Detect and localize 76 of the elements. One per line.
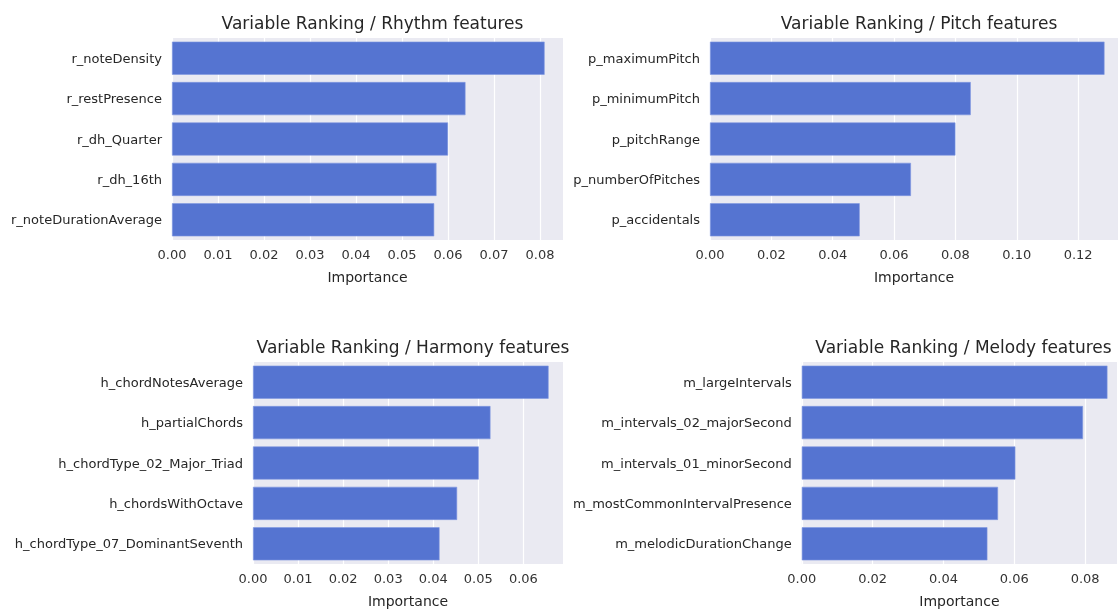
- y-tick-label: h_chordNotesAverage: [100, 374, 243, 390]
- y-tick-label: m_intervals_02_majorSecond: [601, 415, 792, 431]
- bar: [253, 365, 549, 399]
- x-tick-label: 0.00: [238, 571, 268, 586]
- x-tick-label: 0.05: [463, 571, 493, 586]
- x-tick-label: 0.03: [295, 247, 325, 262]
- bar: [801, 486, 999, 520]
- bar: [253, 446, 479, 480]
- bar: [253, 486, 458, 520]
- y-tick-label: m_largeIntervals: [683, 374, 793, 390]
- bar: [710, 82, 971, 116]
- chart-title: Variable Ranking / Rhythm features: [221, 12, 524, 33]
- chart-title: Variable Ranking / Harmony features: [256, 336, 570, 357]
- bar: [172, 41, 545, 75]
- bar: [172, 203, 435, 237]
- x-tick-label: 0.01: [283, 571, 313, 586]
- x-tick-label: 0.04: [928, 571, 958, 586]
- y-tick-label: r_dh_Quarter: [76, 131, 163, 147]
- x-tick-label: 0.12: [1063, 247, 1093, 262]
- bar: [172, 162, 437, 196]
- y-tick-label: r_restPresence: [66, 91, 162, 107]
- x-tick-label: 0.04: [818, 247, 848, 262]
- bar: [710, 203, 860, 237]
- x-tick-label: 0.06: [433, 247, 463, 262]
- x-tick-label: 0.00: [787, 571, 817, 586]
- bar: [801, 446, 1016, 480]
- x-tick-label: 0.07: [479, 247, 509, 262]
- y-tick-label: r_noteDurationAverage: [11, 212, 162, 228]
- y-tick-label: h_partialChords: [140, 415, 244, 431]
- x-tick-label: 0.08: [1070, 571, 1100, 586]
- bar: [172, 122, 448, 156]
- y-tick-label: p_numberOfPitches: [573, 171, 701, 187]
- y-tick-label: h_chordsWithOctave: [109, 495, 243, 511]
- bar: [801, 365, 1108, 399]
- y-tick-label: m_mostCommonIntervalPresence: [573, 495, 792, 511]
- y-tick-label: r_dh_16th: [97, 171, 162, 187]
- x-tick-label: 0.06: [508, 571, 538, 586]
- x-axis-title: Importance: [327, 269, 408, 285]
- x-axis-title: Importance: [919, 593, 1000, 609]
- x-tick-label: 0.08: [525, 247, 555, 262]
- bar: [172, 82, 466, 116]
- y-tick-label: h_chordType_07_DominantSeventh: [14, 536, 243, 552]
- y-tick-label: h_chordType_02_Major_Triad: [58, 455, 243, 471]
- x-tick-label: 0.06: [879, 247, 909, 262]
- x-tick-label: 0.08: [940, 247, 970, 262]
- x-tick-label: 0.10: [1002, 247, 1032, 262]
- y-tick-label: p_maximumPitch: [588, 50, 700, 66]
- x-tick-label: 0.00: [157, 247, 187, 262]
- x-tick-label: 0.02: [328, 571, 358, 586]
- x-tick-label: 0.04: [418, 571, 448, 586]
- x-tick-label: 0.02: [858, 571, 888, 586]
- x-tick-label: 0.04: [341, 247, 371, 262]
- chart-title: Variable Ranking / Melody features: [815, 336, 1112, 357]
- bar: [253, 527, 440, 561]
- x-tick-label: 0.01: [203, 247, 233, 262]
- y-tick-label: m_melodicDurationChange: [615, 536, 792, 552]
- bar: [801, 406, 1083, 440]
- x-tick-label: 0.05: [387, 247, 417, 262]
- bar: [710, 122, 956, 156]
- bar: [710, 41, 1105, 75]
- bar: [801, 527, 988, 561]
- y-tick-label: r_noteDensity: [71, 50, 163, 66]
- x-tick-label: 0.02: [249, 247, 279, 262]
- x-axis-title: Importance: [873, 269, 955, 285]
- x-tick-label: 0.03: [373, 571, 403, 586]
- x-axis-title: Importance: [367, 593, 449, 609]
- y-tick-label: m_intervals_01_minorSecond: [601, 455, 792, 471]
- bar: [710, 162, 911, 196]
- y-tick-label: p_pitchRange: [611, 131, 700, 147]
- y-tick-label: p_accidentals: [611, 212, 701, 228]
- bar: [253, 406, 491, 440]
- x-tick-label: 0.00: [695, 247, 725, 262]
- y-tick-label: p_minimumPitch: [591, 91, 700, 107]
- x-tick-label: 0.02: [756, 247, 786, 262]
- x-tick-label: 0.06: [999, 571, 1029, 586]
- chart-title: Variable Ranking / Pitch features: [780, 12, 1058, 33]
